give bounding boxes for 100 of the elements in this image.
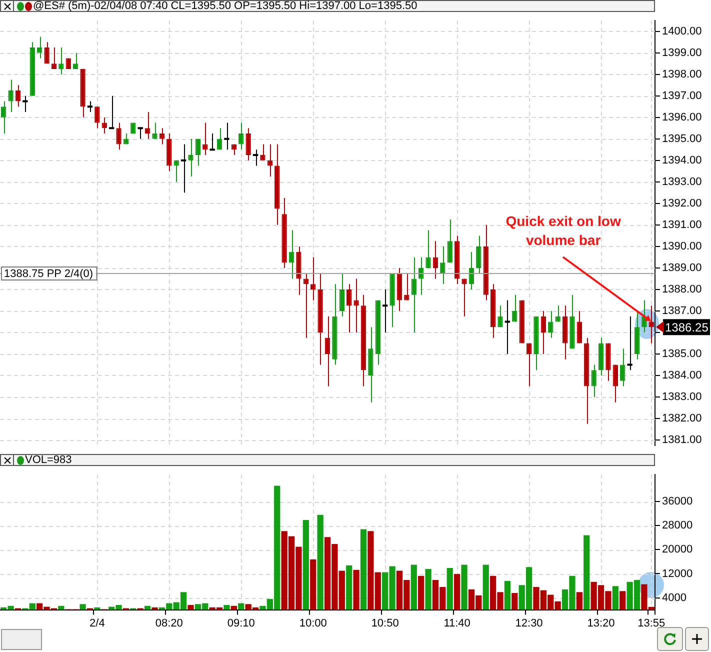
bar [410, 564, 417, 610]
x-tick-label: 13:55 [638, 617, 666, 630]
candlestick [648, 305, 654, 344]
ref-line-label: 1388.75 PP 2/4(0) [4, 268, 94, 280]
y-tick-label: 1387.00 [662, 305, 702, 317]
candlestick [476, 235, 482, 274]
bar [504, 580, 511, 610]
y-tick-label: 20000 [662, 544, 693, 556]
candlestick [432, 240, 438, 280]
x-tick-label: 08:20 [155, 617, 183, 630]
candlestick [576, 310, 582, 344]
candlestick [548, 310, 554, 338]
bar [612, 586, 618, 610]
y-tick-label: 1389.00 [662, 262, 702, 274]
bar [584, 535, 590, 610]
candlestick [195, 138, 201, 166]
bar [576, 592, 582, 610]
candlestick [591, 364, 596, 398]
candlestick [216, 128, 222, 150]
y-tick-label: 1395.00 [662, 132, 702, 145]
x-tick-label: 09:10 [227, 617, 255, 630]
y-tick-label: 1382.00 [662, 412, 702, 425]
y-tick-label: 1399.00 [662, 46, 702, 59]
bar [446, 568, 453, 610]
bar [482, 564, 489, 610]
candlestick [58, 46, 64, 75]
x-tick-label: 10:50 [371, 617, 399, 630]
candlestick [540, 310, 546, 354]
y-tick-label: 36000 [662, 496, 693, 508]
candlestick [1, 100, 6, 134]
candlestick [462, 278, 467, 317]
y-tick-label: 1392.00 [662, 197, 702, 210]
x-tick-label: 2/4 [90, 617, 105, 630]
candlestick [324, 316, 330, 387]
bar [80, 604, 86, 610]
bar [353, 570, 360, 610]
y-tick-label: 1384.00 [662, 370, 702, 382]
candlestick [612, 364, 618, 403]
bar [238, 603, 244, 610]
candlestick [440, 246, 446, 285]
x-tick-label: 10:00 [299, 617, 327, 630]
candlestick [260, 144, 266, 161]
candlestick [8, 79, 14, 113]
candlestick [44, 42, 50, 64]
y-tick-label: 1385.00 [662, 348, 702, 360]
candlestick [94, 106, 100, 129]
x-tick-label: 13:20 [587, 617, 615, 630]
candlestick [36, 36, 42, 59]
y-tick-label: 12000 [662, 568, 693, 580]
candlestick [346, 284, 352, 333]
candlestick [310, 256, 316, 301]
bar [512, 592, 518, 610]
bar [317, 514, 324, 610]
candlestick [512, 294, 518, 322]
candlestick [303, 272, 308, 338]
y-tick-label: 1393.00 [662, 176, 702, 188]
text: 1386.25 [665, 320, 709, 334]
y-tick-label: 1390.00 [662, 240, 702, 252]
candlestick [267, 144, 273, 178]
y-tick-label: 4000 [662, 592, 686, 604]
candlestick [152, 122, 158, 140]
candlestick [498, 305, 503, 328]
bar [224, 604, 230, 610]
y-tick-label: 1391.00 [662, 218, 702, 231]
y-tick-label: 1388.00 [662, 283, 702, 296]
y-tick-label: 1381.00 [662, 434, 702, 446]
candlestick [72, 52, 78, 70]
bar [346, 565, 352, 610]
candlestick [188, 138, 194, 178]
y-tick-label: 1398.00 [662, 68, 702, 80]
candlestick [238, 122, 244, 150]
y-tick-label: 1397.00 [662, 90, 702, 102]
candlestick [555, 305, 560, 322]
y-tick-label: 1394.00 [662, 154, 702, 166]
x-tick-label: 12:30 [515, 617, 543, 630]
candlestick [144, 112, 150, 140]
candlestick [116, 122, 122, 150]
bar [425, 568, 432, 610]
y-tick-label: 1400.00 [662, 25, 702, 38]
candlestick [411, 256, 416, 333]
y-tick-label: 1383.00 [662, 391, 702, 404]
candlestick [159, 128, 165, 145]
candlestick [15, 84, 21, 108]
bar [454, 574, 460, 610]
y-tick-label: 28000 [662, 520, 693, 532]
bar [310, 559, 316, 610]
candlestick [404, 272, 410, 301]
bar [302, 520, 309, 610]
candlestick [51, 46, 57, 70]
candlestick [174, 160, 179, 182]
chart-title: VOL=983 [25, 454, 72, 466]
annotation: Quick exit on low volume bar [506, 213, 621, 248]
bar [360, 529, 367, 610]
candlestick [339, 272, 344, 317]
candlestick [288, 230, 294, 280]
chart-title: @ES# (5m)-02/04/08 07:40 CL=1395.50 OP=1395.50 Hi=1397.00 Lo=1395.50 [33, 0, 418, 12]
bar [418, 576, 424, 610]
candlestick [447, 219, 452, 264]
candlestick [526, 342, 532, 387]
candlestick [426, 230, 431, 268]
